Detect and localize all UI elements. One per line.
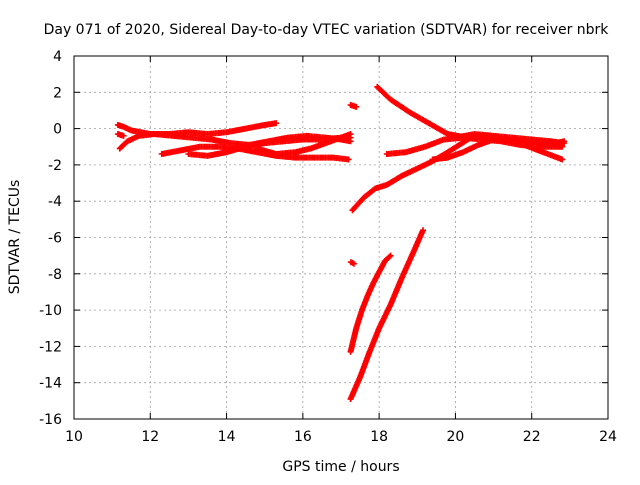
data-series xyxy=(452,131,568,147)
y-tick-label: 4 xyxy=(53,49,62,65)
y-tick-label: -2 xyxy=(48,158,62,174)
data-point xyxy=(559,156,566,163)
data-series xyxy=(114,131,127,139)
x-tick-label: 12 xyxy=(141,429,159,445)
y-tick-label: -12 xyxy=(39,339,62,355)
data-point xyxy=(347,131,354,138)
y-tick-label: -14 xyxy=(39,376,62,392)
data-point xyxy=(386,253,393,260)
data-point xyxy=(120,132,127,139)
data-points xyxy=(114,83,568,403)
data-point xyxy=(350,260,357,267)
grid-lines xyxy=(74,56,608,419)
y-tick-label: -10 xyxy=(39,303,62,319)
data-point xyxy=(387,252,394,259)
data-point xyxy=(420,227,427,234)
data-series xyxy=(347,259,357,267)
data-point xyxy=(467,134,474,141)
data-series xyxy=(347,227,427,403)
y-tick-label: -6 xyxy=(48,231,62,247)
data-point xyxy=(273,120,280,127)
y-tick-label: 2 xyxy=(53,85,62,101)
data-series xyxy=(347,252,394,355)
y-tick-label: -4 xyxy=(48,194,62,210)
y-tick-label: 0 xyxy=(53,122,62,138)
x-tick-label: 20 xyxy=(447,429,465,445)
x-axis-label: GPS time / hours xyxy=(282,459,399,475)
data-point xyxy=(561,140,568,147)
data-point xyxy=(345,156,352,163)
x-tick-label: 10 xyxy=(65,429,83,445)
x-tick-label: 16 xyxy=(294,429,312,445)
data-series xyxy=(254,131,354,158)
x-tick-label: 24 xyxy=(599,429,617,445)
data-series xyxy=(347,102,360,110)
data-series xyxy=(114,120,280,138)
y-tick-label: -16 xyxy=(39,412,62,428)
data-series xyxy=(349,134,474,214)
x-tick-label: 22 xyxy=(523,429,541,445)
y-tick-label: -8 xyxy=(48,267,62,283)
y-axis-label: SDTVAR / TECUs xyxy=(7,180,23,295)
x-tick-label: 14 xyxy=(218,429,236,445)
chart-title: Day 071 of 2020, Sidereal Day-to-day VTE… xyxy=(44,22,610,38)
data-point xyxy=(353,103,360,110)
x-tick-label: 18 xyxy=(370,429,388,445)
